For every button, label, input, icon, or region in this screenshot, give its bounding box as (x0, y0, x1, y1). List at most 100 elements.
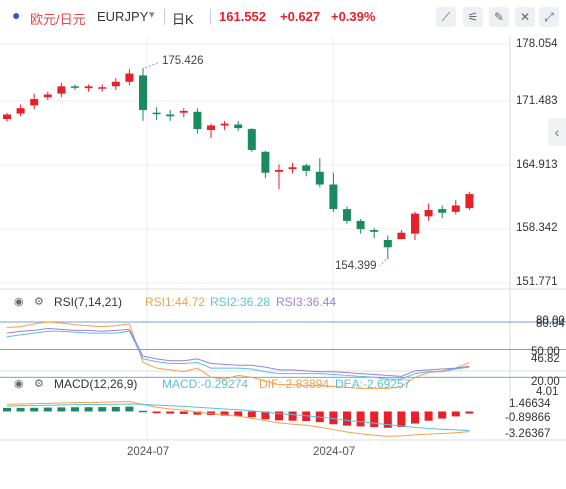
pair-symbol[interactable]: EURJPY (97, 9, 149, 24)
candle-body (57, 86, 66, 94)
delete-icon[interactable]: ✕ (515, 7, 535, 27)
macd-bar (125, 406, 134, 412)
candle-body (370, 229, 379, 232)
price-change: +0.627 (280, 9, 321, 24)
price-change-pct: +0.39% (331, 9, 376, 24)
candle-body (30, 99, 39, 106)
candle-body (220, 123, 229, 126)
candle-body (383, 239, 392, 248)
macd-legend: MACD:-0.29274 (162, 377, 249, 391)
macd-bar (383, 411, 392, 428)
price-axis-label: 151.771 (516, 276, 558, 288)
dif-line (6, 401, 470, 437)
rsi-axis-label: 4.01 (536, 386, 559, 398)
candle-body (16, 108, 25, 114)
rsi1-line (6, 321, 470, 389)
candle-body (84, 86, 93, 89)
pair-name-cn[interactable]: 欧元/日元 (30, 12, 86, 27)
macd-bar (179, 411, 188, 414)
macd-bar (288, 411, 297, 421)
candle-body (302, 165, 311, 171)
candle-body (343, 209, 351, 221)
macd-bar (302, 411, 311, 422)
macd-bar (356, 411, 365, 427)
macd-bar (451, 411, 460, 417)
macd-bar (139, 410, 147, 413)
settings-icon[interactable]: ⚟ (463, 7, 483, 27)
brush-icon[interactable]: ✎ (489, 7, 509, 27)
rsi1-legend: RSI1:44.72 (145, 295, 206, 309)
low-annotation-leader (379, 258, 387, 267)
rsi2-legend: RSI2:36.28 (210, 295, 271, 309)
settings-icon[interactable]: ⚙ (34, 296, 44, 308)
price-axis-label: 178.054 (516, 38, 558, 50)
collapse-arrow-icon[interactable]: ‹ (548, 118, 566, 146)
fullscreen-icon[interactable]: ⤢ (539, 7, 559, 27)
chevron-down-icon[interactable]: ▾ (149, 9, 155, 21)
candle-body (166, 114, 175, 117)
candle-body (139, 75, 147, 110)
macd-bar (84, 407, 93, 412)
candle-body (315, 171, 324, 185)
rsi3-legend: RSI3:36.44 (276, 295, 337, 309)
rsi-title: RSI(7,14,21) (54, 295, 123, 309)
macd-bar (3, 407, 11, 412)
candle-body (424, 209, 433, 217)
candle-body (125, 73, 134, 82)
macd-bar (152, 411, 161, 414)
macd-title: MACD(12,26,9) (54, 377, 138, 391)
macd-bar (438, 411, 447, 419)
macd-bar (166, 411, 175, 414)
candle-body (3, 114, 11, 120)
macd-bar (71, 407, 79, 412)
x-axis-label: 2024-07 (313, 446, 356, 458)
macd-bar (30, 407, 39, 412)
candle-body (193, 111, 202, 130)
candle-body (356, 220, 365, 230)
macd-bar (397, 411, 406, 428)
rsi2-line (6, 330, 470, 380)
candle-body (152, 112, 161, 115)
candle-body (411, 213, 419, 234)
macd-axis-label: 1.46634 (509, 398, 551, 410)
macd-bar (343, 411, 351, 426)
macd-bar (247, 411, 256, 418)
candle-body (261, 151, 270, 173)
settings-icon[interactable]: ⚙ (34, 378, 44, 390)
macd-axis-label: -0.89866 (505, 412, 551, 424)
macd-bar (43, 407, 52, 412)
x-axis-label: 2024-07 (127, 446, 170, 458)
macd-bar (370, 411, 379, 428)
macd-bar (465, 411, 474, 414)
currency-flag-icon: ● (12, 7, 21, 23)
macd-bar (111, 406, 120, 412)
macd-bar (411, 411, 419, 424)
candle-body (71, 86, 79, 88)
candle-body (207, 125, 215, 130)
hide-indicator-icon[interactable]: ◉ (14, 296, 24, 308)
rsi-axis-label: 20.00 (531, 376, 560, 388)
hide-indicator-icon[interactable]: ◉ (14, 378, 24, 390)
candle-body (275, 169, 283, 172)
candle-body (98, 87, 107, 89)
macd-bar (424, 411, 433, 421)
dif-legend: DIF:-2.83894 (259, 377, 330, 391)
trend-line-icon[interactable]: ⟋ (436, 7, 456, 27)
price-axis-label: 158.342 (516, 222, 558, 234)
period-selector[interactable]: 日K (172, 12, 194, 27)
high-annotation-leader (144, 61, 161, 69)
candle-body (329, 184, 338, 210)
candle-body (465, 194, 474, 209)
rsi-axis-label: 80.04 (536, 318, 565, 330)
rsi-axis-label: 50.00 (531, 346, 560, 358)
candle-body (43, 94, 52, 98)
rsi-axis-label: 46.82 (531, 353, 560, 365)
last-price: 161.552 (219, 9, 266, 24)
candle-body (234, 124, 243, 129)
candle-body (179, 110, 188, 113)
candle-body (451, 205, 460, 212)
divider (210, 9, 211, 25)
low-annotation: 154.399 (335, 260, 377, 272)
dea-line (6, 403, 470, 432)
